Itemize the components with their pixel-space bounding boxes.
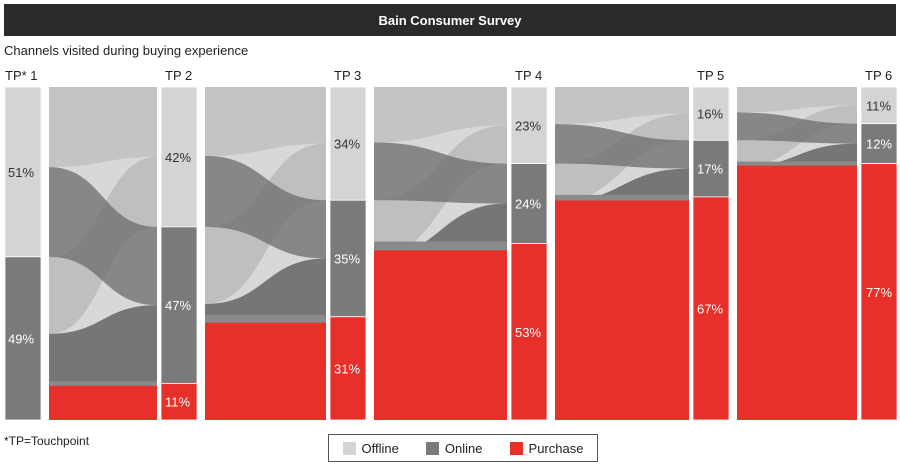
data-label-tp1-offline: 51%: [8, 165, 34, 180]
chart-title: Bain Consumer Survey: [378, 12, 522, 28]
bar-tp2-purchase: [160, 382, 198, 421]
data-label-tp3-purchase: 31%: [334, 361, 360, 376]
bar-tp5-purchase: [692, 196, 730, 421]
chart-subtitle: Channels visited during buying experienc…: [4, 43, 249, 58]
bar-tp1-offline: [4, 86, 42, 258]
data-label-tp5-offline: 16%: [697, 107, 723, 122]
bar-tp5-offline: [692, 86, 730, 141]
data-label-tp4-online: 24%: [515, 197, 541, 212]
data-label-tp2-offline: 42%: [165, 150, 191, 165]
data-label-tp2-purchase: 11%: [165, 395, 190, 410]
legend-label-purchase: Purchase: [528, 440, 584, 456]
flow-band-1-offline-to-offline: [49, 87, 157, 168]
flow-band-3-offline-to-offline: [374, 87, 507, 143]
touchpoint-label-4: TP 4: [515, 68, 542, 83]
data-label-tp2-online: 47%: [165, 298, 191, 313]
data-label-tp5-purchase: 67%: [697, 301, 723, 316]
legend-item-online: Online: [425, 440, 483, 456]
touchpoint-label-1: TP* 1: [5, 68, 38, 83]
data-label-tp6-offline: 11%: [866, 98, 891, 113]
legend-item-offline: Offline: [342, 440, 399, 456]
legend-label-offline: Offline: [361, 440, 399, 456]
bar-tp6-purchase: [860, 163, 898, 421]
flow-band-2-offline-to-online: [205, 155, 326, 259]
bar-tp6-online: [860, 123, 898, 164]
touchpoint-label-5: TP 5: [697, 68, 724, 83]
bar-tp3-online: [329, 199, 367, 318]
flow-conversion-2: [205, 314, 326, 323]
flow-purchase-4: [555, 196, 689, 420]
flow-band-4-offline-to-online: [555, 124, 689, 169]
legend-label-online: Online: [444, 440, 483, 456]
flow-band-5-offline-to-online: [737, 112, 857, 144]
bar-tp1-online: [4, 256, 42, 421]
flow-conversion-1: [49, 381, 157, 386]
data-label-tp1-online: 49%: [8, 331, 34, 346]
touchpoint-label-6: TP 6: [865, 68, 892, 83]
bar-tp4-offline: [510, 86, 548, 164]
flow-conversion-5: [737, 161, 857, 166]
legend-item-purchase: Purchase: [509, 440, 584, 456]
data-label-tp3-online: 35%: [334, 251, 360, 266]
legend-swatch-online: [425, 441, 439, 455]
touchpoint-label-2: TP 2: [165, 68, 192, 83]
footnote: *TP=Touchpoint: [4, 434, 90, 448]
legend: Offline Online Purchase: [328, 434, 598, 462]
flow-band-2-offline-to-offline: [205, 87, 326, 156]
touchpoint-label-3: TP 3: [334, 68, 361, 83]
flow-purchase-2: [205, 316, 326, 420]
legend-swatch-offline: [342, 441, 356, 455]
data-label-tp6-online: 12%: [866, 137, 892, 152]
flow-conversion-4: [555, 194, 689, 201]
data-label-tp3-offline: 34%: [334, 137, 360, 152]
flow-purchase-3: [374, 243, 507, 420]
bar-tp4-online: [510, 163, 548, 244]
bar-tp5-online: [692, 139, 730, 198]
flow-purchase-1: [49, 383, 157, 420]
bar-tp4-purchase: [510, 243, 548, 421]
data-label-tp6-purchase: 77%: [866, 285, 892, 300]
flow-band-3-offline-to-online: [374, 142, 507, 204]
data-label-tp4-purchase: 53%: [515, 325, 541, 340]
bar-tp3-offline: [329, 86, 367, 201]
flow-band-4-offline-to-offline: [555, 87, 689, 125]
chart-title-bar: Bain Consumer Survey: [4, 4, 896, 36]
flow-band-1-offline-to-online: [49, 167, 157, 306]
data-label-tp5-online: 17%: [697, 162, 723, 177]
data-label-tp4-offline: 23%: [515, 118, 541, 133]
legend-swatch-purchase: [509, 441, 523, 455]
flow-conversion-3: [374, 241, 507, 251]
bar-tp2-online: [160, 226, 198, 384]
flow-purchase-5: [737, 163, 857, 420]
flow-band-5-offline-to-offline: [737, 87, 857, 113]
bar-tp3-purchase: [329, 316, 367, 421]
